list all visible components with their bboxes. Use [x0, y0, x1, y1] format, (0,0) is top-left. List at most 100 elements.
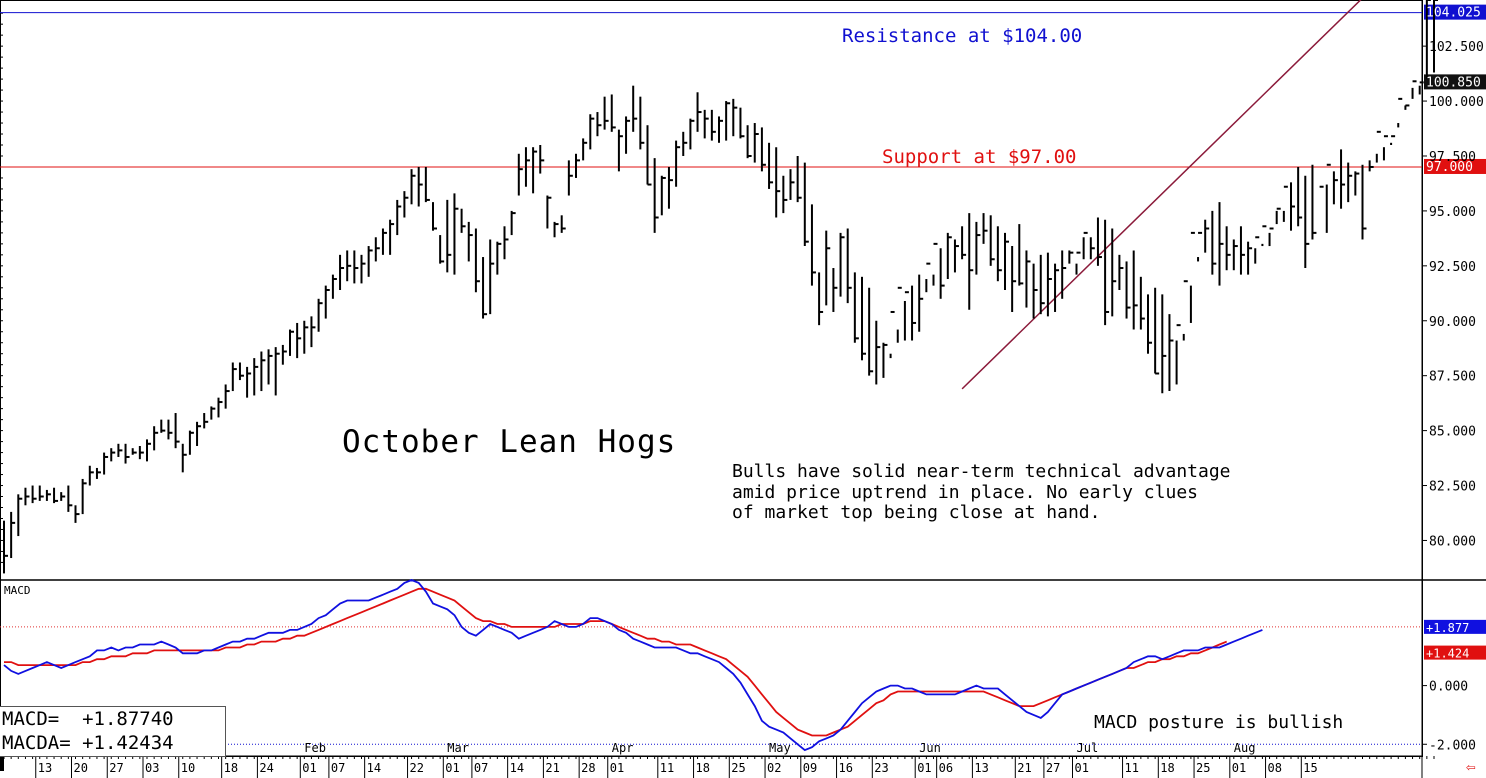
- y-tick-label: 92.500: [1429, 260, 1476, 275]
- price-bar: [1282, 185, 1288, 222]
- y-tick-label: 97.500: [1429, 150, 1476, 165]
- price-bar: [639, 96, 645, 150]
- price-bar: [10, 511, 16, 559]
- price-bar: [589, 114, 595, 150]
- price-bar: [67, 485, 73, 512]
- price-bar: [160, 419, 166, 433]
- price-bar: [360, 254, 366, 284]
- price-bar: [903, 291, 909, 341]
- price-bar: [968, 213, 974, 310]
- price-bar: [482, 257, 488, 319]
- price-bar: [953, 239, 959, 273]
- price-bar: [682, 131, 688, 156]
- price-bar: [389, 219, 395, 255]
- price-bar: [246, 366, 252, 398]
- price-bar: [789, 169, 795, 200]
- price-bar: [1411, 80, 1417, 99]
- price-bar: [1204, 219, 1210, 253]
- month-label: Mar: [447, 741, 469, 755]
- price-bar: [103, 452, 109, 475]
- macd-y-tick-label: 0.000: [1429, 680, 1468, 695]
- macd-lines: [3, 579, 1263, 752]
- price-bar: [710, 109, 716, 141]
- last-price-label: 100.850: [1426, 75, 1481, 90]
- price-bar: [1332, 171, 1338, 205]
- x-tick-label: 11: [660, 761, 674, 775]
- y-tick-label: 80.000: [1429, 534, 1476, 549]
- x-tick-label: 23: [874, 761, 888, 775]
- price-bar: [432, 202, 437, 231]
- price-bar: [267, 349, 273, 385]
- price-bar: [489, 239, 495, 315]
- price-bar: [832, 268, 838, 312]
- x-tick-label: 13: [974, 761, 988, 775]
- price-bar: [1261, 225, 1267, 247]
- uptrend-line: [961, 0, 1362, 390]
- price-bar: [296, 322, 302, 359]
- y-tick-label: 90.000: [1429, 315, 1476, 330]
- price-bar: [1418, 81, 1424, 95]
- x-tick-label: 10: [181, 761, 195, 775]
- price-bar: [911, 285, 917, 341]
- macda-readout-value: +1.42434: [82, 732, 174, 754]
- price-bar: [868, 287, 874, 376]
- price-bar: [1018, 224, 1024, 286]
- support-label: Support at $97.00: [882, 146, 1077, 168]
- level-price-tag: [1424, 158, 1486, 174]
- price-bar: [1096, 217, 1102, 266]
- price-bar: [217, 397, 223, 418]
- month-label: Apr: [612, 741, 634, 755]
- price-bar: [760, 127, 766, 172]
- x-tick-label: 21: [545, 761, 559, 775]
- price-bar: [932, 242, 938, 286]
- price-bar: [310, 316, 316, 348]
- y-tick-label: 95.000: [1429, 205, 1476, 220]
- price-bar: [1268, 227, 1274, 247]
- price-bar: [532, 147, 538, 194]
- price-bar: [560, 215, 566, 233]
- price-bar: [1375, 130, 1381, 163]
- price-bar: [60, 492, 66, 501]
- price-bar: [610, 94, 616, 132]
- price-bar: [1275, 207, 1281, 225]
- price-bar: [1304, 175, 1310, 269]
- price-bar: [889, 310, 895, 359]
- price-bar: [1197, 231, 1203, 262]
- price-bar: [603, 96, 609, 130]
- price-bar: [1254, 236, 1260, 264]
- price-bar: [1068, 250, 1074, 264]
- price-bar: [696, 92, 702, 132]
- x-tick-label: 25: [731, 761, 745, 775]
- price-bar: [346, 250, 352, 282]
- price-bar: [567, 160, 573, 196]
- price-bar: [582, 138, 588, 161]
- price-bar: [517, 153, 523, 196]
- price-bar: [918, 274, 924, 332]
- price-bar: [503, 226, 509, 260]
- price-bar: [1075, 251, 1081, 275]
- level-price-label: 104.025: [1426, 6, 1481, 21]
- x-tick-label: 01: [1075, 761, 1089, 775]
- price-bar: [3, 520, 8, 574]
- price-bar: [1125, 261, 1131, 319]
- price-bar: [768, 142, 774, 189]
- price-bar: [882, 342, 888, 378]
- price-bar: [746, 125, 752, 159]
- price-bar: [632, 85, 638, 132]
- price-bar: [146, 439, 151, 462]
- price-bar: [1082, 231, 1088, 260]
- x-tick-label: 01: [1232, 761, 1246, 775]
- price-bar: [117, 443, 123, 457]
- price-bar: [303, 320, 309, 354]
- chart-annotation: Bulls have solid near-term technical adv…: [732, 461, 1231, 524]
- x-tick-label: 06: [939, 761, 953, 775]
- scroll-left-arrow-icon[interactable]: ⇦: [1466, 757, 1476, 776]
- price-bar: [153, 426, 159, 451]
- macd-readout-row: MACD= +1.87740: [0, 707, 225, 731]
- x-tick-label: 21: [1017, 761, 1031, 775]
- macd-readout-value: +1.87740: [82, 708, 174, 730]
- resistance-label: Resistance at $104.00: [842, 25, 1083, 47]
- x-tick-label: 14: [510, 761, 524, 775]
- y-tick-label: 100.000: [1429, 95, 1484, 110]
